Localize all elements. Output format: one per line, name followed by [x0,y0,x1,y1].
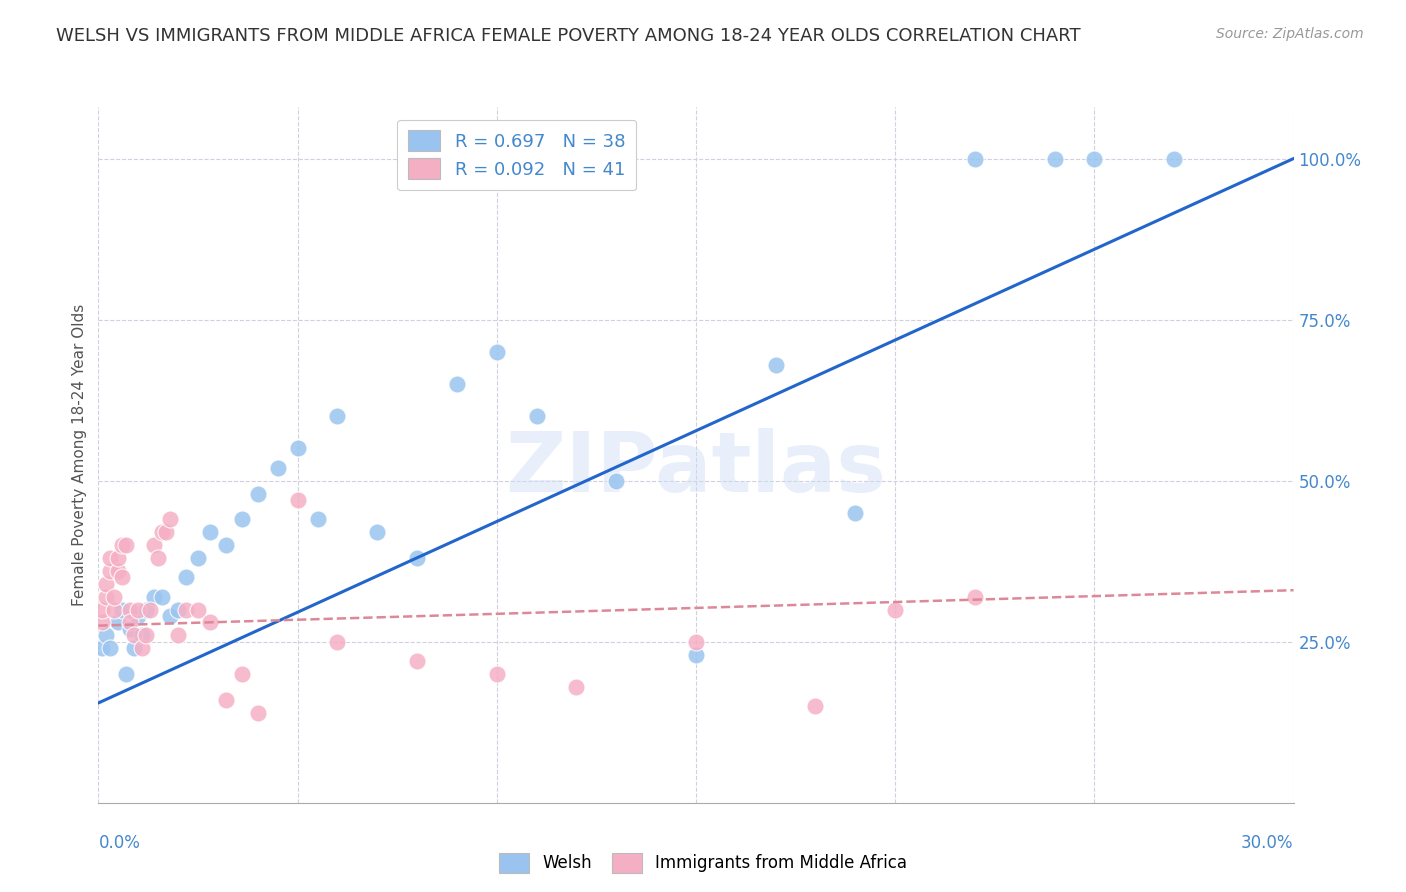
Point [98,641,122,656]
Point [150,590,173,604]
Point [103,590,125,604]
Point [446,377,468,392]
Point [844,506,866,520]
Point [307,512,329,526]
Point [174,602,197,616]
Point [1043,152,1066,166]
Point [485,667,508,681]
Point [167,628,190,642]
Point [565,680,588,694]
Point [127,602,149,616]
Point [884,602,907,616]
Point [1083,152,1105,166]
Point [685,634,707,648]
Point [124,628,146,642]
Text: WELSH VS IMMIGRANTS FROM MIDDLE AFRICA FEMALE POVERTY AMONG 18-24 YEAR OLDS CORR: WELSH VS IMMIGRANTS FROM MIDDLE AFRICA F… [56,27,1081,45]
Y-axis label: Female Poverty Among 18-24 Year Olds: Female Poverty Among 18-24 Year Olds [72,304,87,606]
Point [287,442,309,456]
Point [139,602,162,616]
Point [96,576,118,591]
Point [131,628,153,642]
Point [98,564,122,578]
Point [765,358,787,372]
Point [267,460,290,475]
Point [326,409,349,424]
Point [198,525,221,540]
Point [103,602,125,616]
Point [115,538,138,552]
Point [131,641,153,656]
Point [111,538,134,552]
Point [111,570,134,584]
Point [406,551,429,566]
Point [143,538,166,552]
Point [366,525,388,540]
Point [167,602,190,616]
Point [174,570,197,584]
Point [91,602,114,616]
Point [96,628,118,642]
Point [804,699,827,714]
Point [605,474,627,488]
Point [143,590,166,604]
Point [159,609,181,624]
Point [98,551,122,566]
Point [685,648,707,662]
Point [963,152,986,166]
Legend: Welsh, Immigrants from Middle Africa: Welsh, Immigrants from Middle Africa [492,847,914,880]
Point [963,590,986,604]
Point [91,641,114,656]
Point [150,525,173,540]
Point [526,409,548,424]
Point [187,602,209,616]
Point [231,667,253,681]
Text: 30.0%: 30.0% [1241,834,1294,852]
Point [215,692,238,706]
Point [215,538,238,552]
Point [115,667,138,681]
Point [406,654,429,668]
Point [187,551,209,566]
Point [159,512,181,526]
Point [120,602,142,616]
Point [231,512,253,526]
Point [1163,152,1185,166]
Point [127,609,149,624]
Text: Source: ZipAtlas.com: Source: ZipAtlas.com [1216,27,1364,41]
Point [148,551,170,566]
Point [124,641,146,656]
Point [107,615,129,630]
Point [155,525,177,540]
Point [107,564,129,578]
Point [246,706,269,720]
Point [96,590,118,604]
Point [120,622,142,636]
Point [107,551,129,566]
Text: ZIPatlas: ZIPatlas [506,428,886,509]
Text: 0.0%: 0.0% [98,834,141,852]
Point [120,615,142,630]
Point [135,628,157,642]
Point [287,493,309,508]
Point [135,602,157,616]
Point [91,615,114,630]
Point [326,634,349,648]
Legend: R = 0.697   N = 38, R = 0.092   N = 41: R = 0.697 N = 38, R = 0.092 N = 41 [396,120,637,190]
Point [198,615,221,630]
Point [111,602,134,616]
Point [485,344,508,359]
Point [246,486,269,500]
